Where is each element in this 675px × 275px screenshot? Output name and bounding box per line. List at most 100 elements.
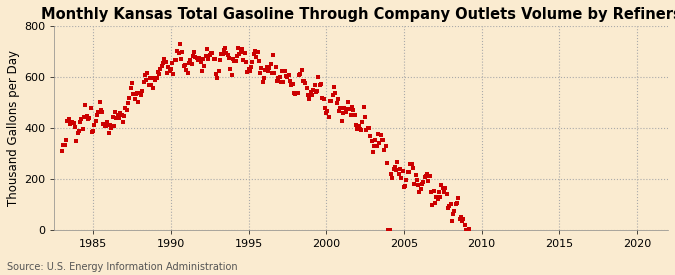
Point	[449, 208, 460, 213]
Point	[150, 78, 161, 82]
Point	[246, 65, 256, 69]
Point	[217, 52, 228, 56]
Point	[317, 96, 327, 100]
Point	[112, 113, 123, 117]
Point	[339, 106, 350, 110]
Point	[132, 91, 142, 95]
Point	[389, 165, 400, 169]
Point	[458, 217, 469, 221]
Point	[286, 83, 296, 88]
Text: Source: U.S. Energy Information Administration: Source: U.S. Energy Information Administ…	[7, 262, 238, 272]
Point	[274, 74, 285, 79]
Point	[387, 175, 398, 180]
Point	[392, 160, 403, 164]
Point	[178, 64, 189, 68]
Point	[377, 138, 387, 142]
Point	[221, 50, 232, 55]
Point	[64, 121, 75, 126]
Point	[115, 111, 126, 115]
Point	[239, 51, 250, 56]
Point	[348, 108, 359, 112]
Point	[264, 66, 275, 70]
Point	[180, 63, 190, 68]
Point	[196, 69, 207, 73]
Point	[122, 108, 132, 112]
Point	[95, 100, 105, 104]
Point	[65, 120, 76, 125]
Point	[207, 50, 217, 55]
Point	[232, 54, 242, 58]
Point	[110, 110, 121, 115]
Point	[418, 180, 429, 184]
Point	[233, 46, 244, 50]
Point	[76, 117, 87, 121]
Point	[205, 53, 215, 57]
Point	[157, 64, 167, 68]
Point	[422, 172, 433, 176]
Point	[379, 148, 390, 152]
Point	[101, 123, 111, 128]
Point	[354, 127, 365, 131]
Point	[381, 161, 392, 165]
Point	[315, 82, 325, 87]
Point	[169, 57, 180, 62]
Point	[247, 59, 258, 64]
Point	[93, 110, 104, 114]
Point	[147, 86, 158, 90]
Point	[340, 110, 351, 114]
Point	[369, 144, 379, 148]
Point	[219, 48, 230, 53]
Point	[185, 58, 196, 62]
Point	[292, 90, 303, 95]
Point	[275, 79, 286, 84]
Point	[124, 96, 135, 100]
Point	[58, 142, 69, 147]
Point	[336, 119, 347, 123]
Point	[401, 177, 412, 182]
Point	[395, 167, 406, 171]
Point	[254, 71, 265, 75]
Point	[261, 65, 272, 69]
Point	[364, 134, 375, 138]
Point	[404, 170, 414, 174]
Point	[181, 68, 192, 72]
Point	[347, 105, 358, 109]
Point	[406, 162, 417, 166]
Point	[62, 119, 73, 123]
Point	[236, 50, 246, 54]
Point	[375, 132, 386, 137]
Point	[78, 127, 88, 131]
Point	[153, 70, 163, 74]
Point	[260, 68, 271, 73]
Point	[291, 90, 302, 95]
Point	[111, 116, 122, 120]
Point	[299, 79, 310, 83]
Point	[436, 183, 447, 188]
Point	[128, 92, 138, 97]
Point	[79, 115, 90, 119]
Point	[251, 55, 262, 59]
Point	[327, 93, 338, 97]
Point	[161, 70, 172, 75]
Point	[391, 167, 402, 172]
Point	[338, 111, 348, 116]
Point	[109, 124, 119, 128]
Point	[154, 72, 165, 76]
Point	[163, 64, 173, 69]
Point	[329, 84, 340, 89]
Point	[72, 131, 83, 135]
Point	[269, 71, 280, 76]
Point	[410, 172, 421, 177]
Point	[312, 89, 323, 94]
Point	[412, 183, 423, 187]
Point	[296, 68, 307, 73]
Point	[158, 60, 169, 65]
Point	[388, 166, 399, 171]
Point	[432, 197, 443, 201]
Point	[136, 93, 146, 98]
Point	[160, 60, 171, 65]
Point	[67, 120, 78, 124]
Point	[146, 82, 157, 87]
Point	[322, 108, 333, 113]
Point	[133, 100, 144, 104]
